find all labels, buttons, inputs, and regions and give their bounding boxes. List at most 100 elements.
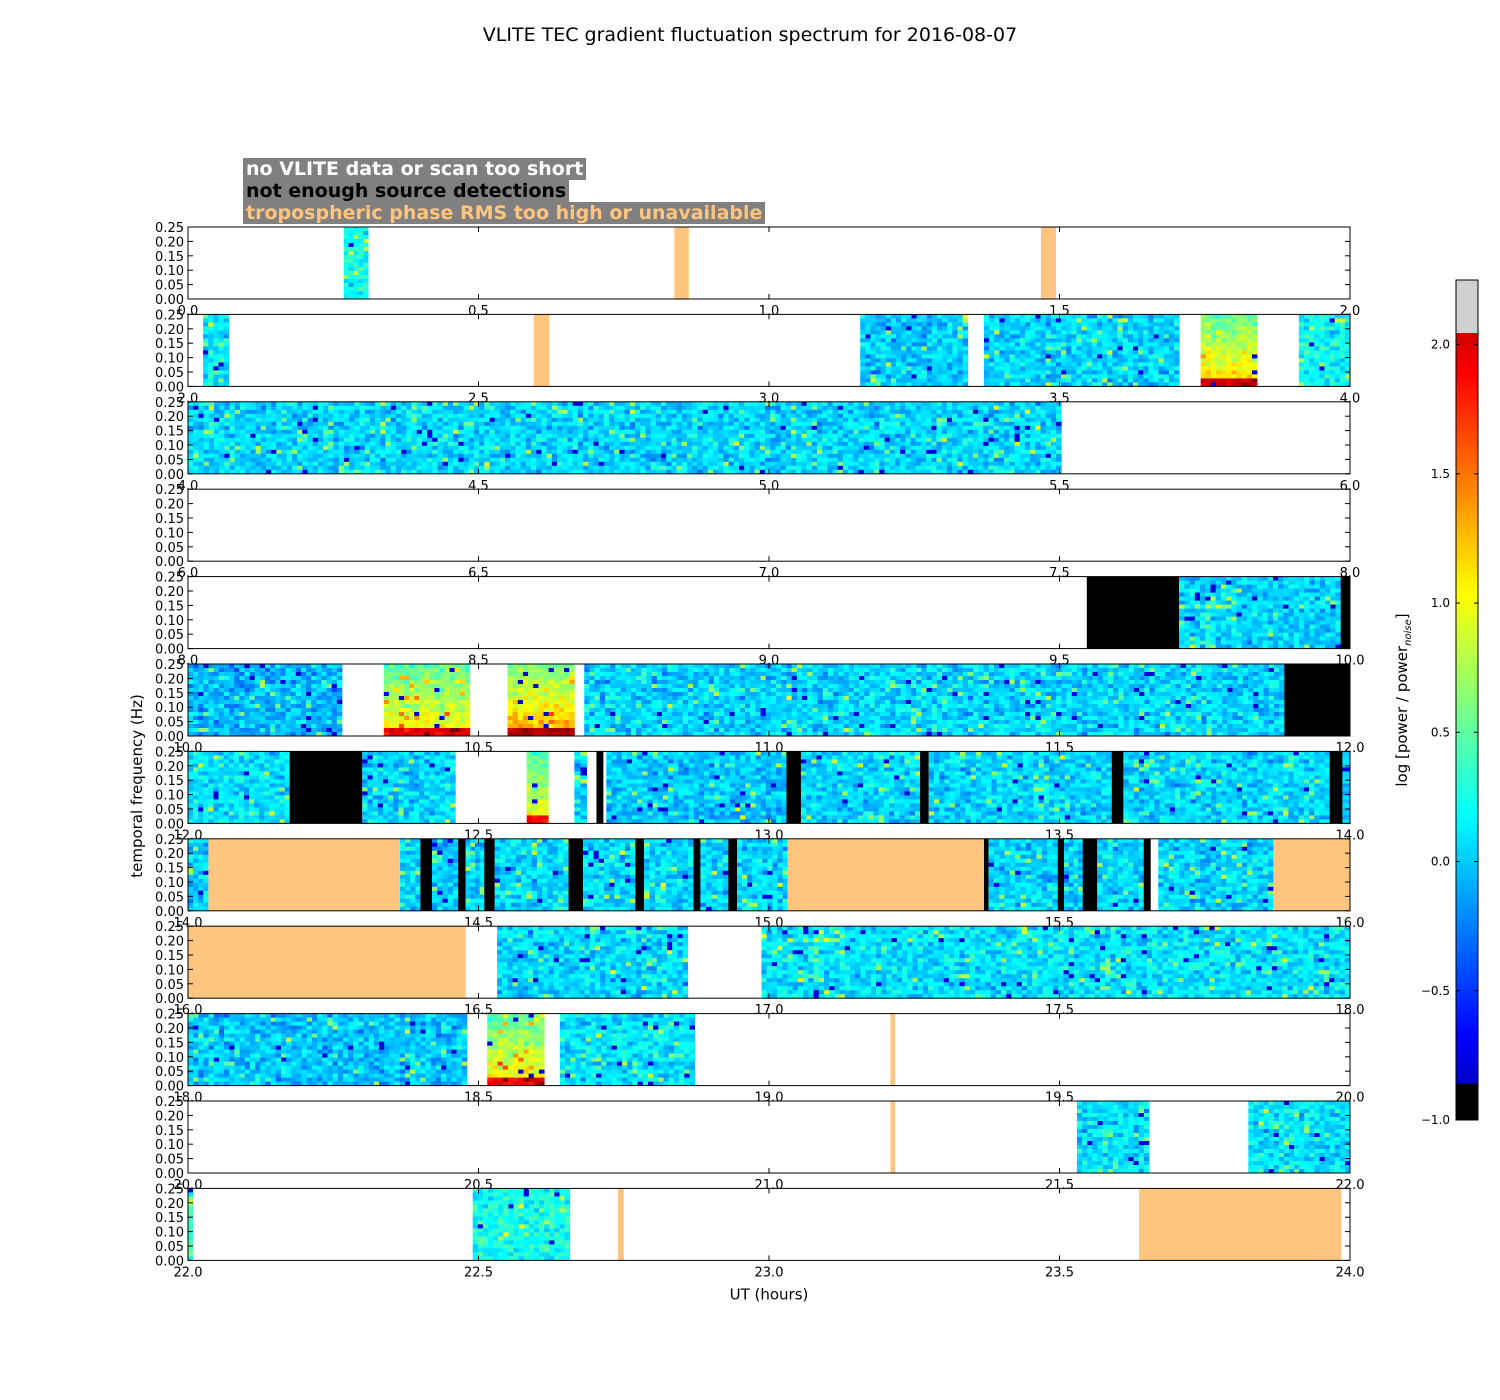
panel-7-detect-segment-24	[1143, 838, 1151, 911]
panel-4-ytick-2: 0.10	[155, 614, 184, 629]
colorbar-tick-3: 0.5	[1431, 725, 1450, 739]
panel-9-ytick-2: 0.10	[155, 1051, 184, 1066]
panel-9-ytick-5: 0.25	[155, 1008, 184, 1023]
panel-7-data-segment-21	[1064, 838, 1084, 912]
panel-1-data-segment-2	[860, 314, 969, 387]
panel-1-ytick-1: 0.05	[155, 366, 184, 381]
panel-0-ytick-1: 0.05	[155, 279, 184, 294]
panel-4-ytick-3: 0.15	[155, 599, 184, 614]
panel-3-ytick-2: 0.10	[155, 526, 184, 541]
panel-6-detect-segment-11	[1111, 751, 1124, 824]
panel-6-detect-segment-13	[1329, 751, 1343, 824]
panel-6-data-segment-10	[928, 751, 1113, 824]
colorbar-tick-4: 1.0	[1431, 596, 1450, 610]
panel-9-data-segment-0	[188, 1013, 468, 1086]
panel-7-ytick-3: 0.15	[155, 862, 184, 877]
panel-6-ytick-3: 0.15	[155, 774, 184, 789]
panel-10-ytick-5: 0.25	[155, 1095, 184, 1110]
panel-1-tropo-segment-1	[533, 314, 550, 387]
panel-7-detect-segment-9	[568, 838, 584, 911]
panel-6-data-segment-14	[1342, 751, 1351, 824]
panel-10-ytick-4: 0.20	[155, 1109, 184, 1124]
panel-2: 0.000.050.100.150.200.254.0 4.5 5.0 5.5 6.0	[155, 396, 1360, 494]
panel-7-ytick-2: 0.10	[155, 876, 184, 891]
panel-7-ytick-1: 0.05	[155, 890, 184, 905]
panel-0: 0.000.050.100.150.200.250.0 0.5 1.0 1.5 2.0	[155, 221, 1360, 319]
panel-8-data-segment-1	[497, 926, 689, 999]
panel-11-xtick-1: 22.5	[464, 1265, 493, 1280]
panel-7-data-segment-12	[644, 838, 694, 912]
panel-11-ytick-0: 0.00	[155, 1254, 184, 1269]
panel-3-ytick-0: 0.00	[155, 555, 184, 570]
panel-5-ytick-3: 0.15	[155, 687, 184, 702]
colorbar-tick-2: 0.0	[1431, 855, 1450, 869]
panel-4-detect-segment-2	[1340, 576, 1350, 649]
colorbar-tick-1: −0.5	[1421, 984, 1450, 998]
panel-1-data-segment-3	[983, 314, 1180, 387]
panel-2-ytick-2: 0.10	[155, 439, 184, 454]
y-axis-label: temporal frequency (Hz)	[128, 694, 146, 878]
panel-1-ytick-0: 0.00	[155, 380, 184, 395]
panel-5-ytick-5: 0.25	[155, 658, 184, 673]
panel-11-xtick-0: 22.0	[174, 1265, 203, 1280]
panel-7-data-segment-14	[700, 838, 729, 912]
panel-10-data-segment-2	[1248, 1101, 1351, 1174]
x-axis-label: UT (hours)	[730, 1285, 809, 1303]
panel-1-ytick-3: 0.15	[155, 337, 184, 352]
panel-0-tropo-segment-2	[1040, 227, 1057, 299]
panel-0-data-segment-0	[343, 227, 369, 300]
colorbar-label-subscript: noise	[1403, 619, 1414, 646]
colorbar: −1.0 −0.5 0.0 0.5 1.0 1.5 2.0	[1421, 279, 1479, 1127]
panel-7-data-segment-16	[737, 838, 788, 912]
panel-8-ytick-3: 0.15	[155, 949, 184, 964]
panel-11-xtick-3: 23.5	[1045, 1265, 1074, 1280]
panel-7-detect-segment-15	[728, 838, 738, 911]
panel-9-ytick-1: 0.05	[155, 1065, 184, 1080]
panel-1-ytick-5: 0.25	[155, 308, 184, 323]
panel-6-data-segment-8	[800, 751, 921, 824]
panel-8-ytick-2: 0.10	[155, 963, 184, 978]
panel-1-ytick-4: 0.20	[155, 323, 184, 338]
panel-5-data-segment-0	[188, 664, 343, 737]
panel-11-xtick-4: 24.0	[1336, 1265, 1365, 1280]
panel-8-ytick-5: 0.25	[155, 920, 184, 935]
panel-11-ytick-5: 0.25	[155, 1182, 184, 1197]
panel-1-ytick-2: 0.10	[155, 352, 184, 367]
panel-2-ytick-4: 0.20	[155, 410, 184, 425]
panel-9-ytick-3: 0.15	[155, 1036, 184, 1051]
panel-0-ytick-0: 0.00	[155, 293, 184, 308]
panel-7-detect-segment-11	[635, 838, 645, 911]
panel-6-ytick-4: 0.20	[155, 760, 184, 775]
panel-0-ytick-5: 0.25	[155, 221, 184, 236]
panel-7-tropo-segment-1	[208, 838, 401, 911]
panel-4-detect-segment-0	[1086, 576, 1180, 649]
colorbar-label-main: log [power / power	[1393, 645, 1411, 787]
panel-1-data-segment-5	[1298, 314, 1351, 387]
panel-11-ytick-4: 0.20	[155, 1197, 184, 1212]
colorbar-tick-5: 1.5	[1431, 467, 1450, 481]
panel-7-detect-segment-18	[983, 838, 989, 911]
panel-11-tropo-segment-3	[1139, 1188, 1342, 1261]
panel-7-data-segment-8	[494, 838, 569, 912]
panel-7-detect-segment-13	[693, 838, 701, 911]
panel-5-ytick-2: 0.10	[155, 701, 184, 716]
panel-7-ytick-0: 0.00	[155, 905, 184, 920]
panel-11-ytick-2: 0.10	[155, 1226, 184, 1241]
panel-6-ytick-5: 0.25	[155, 745, 184, 760]
panel-6-ytick-1: 0.05	[155, 803, 184, 818]
panel-7-detect-segment-7	[484, 838, 495, 911]
panel-10-ytick-0: 0.00	[155, 1167, 184, 1182]
panel-7-tropo-segment-17	[787, 838, 984, 911]
panel-6-data-segment-0	[188, 751, 291, 824]
legend-tropospheric: tropospheric phase RMS too high or unava…	[243, 202, 766, 224]
panel-0-ytick-3: 0.15	[155, 250, 184, 265]
panel-10-data-segment-1	[1076, 1101, 1150, 1174]
panel-7-ytick-5: 0.25	[155, 833, 184, 848]
panel-2-ytick-0: 0.00	[155, 468, 184, 483]
